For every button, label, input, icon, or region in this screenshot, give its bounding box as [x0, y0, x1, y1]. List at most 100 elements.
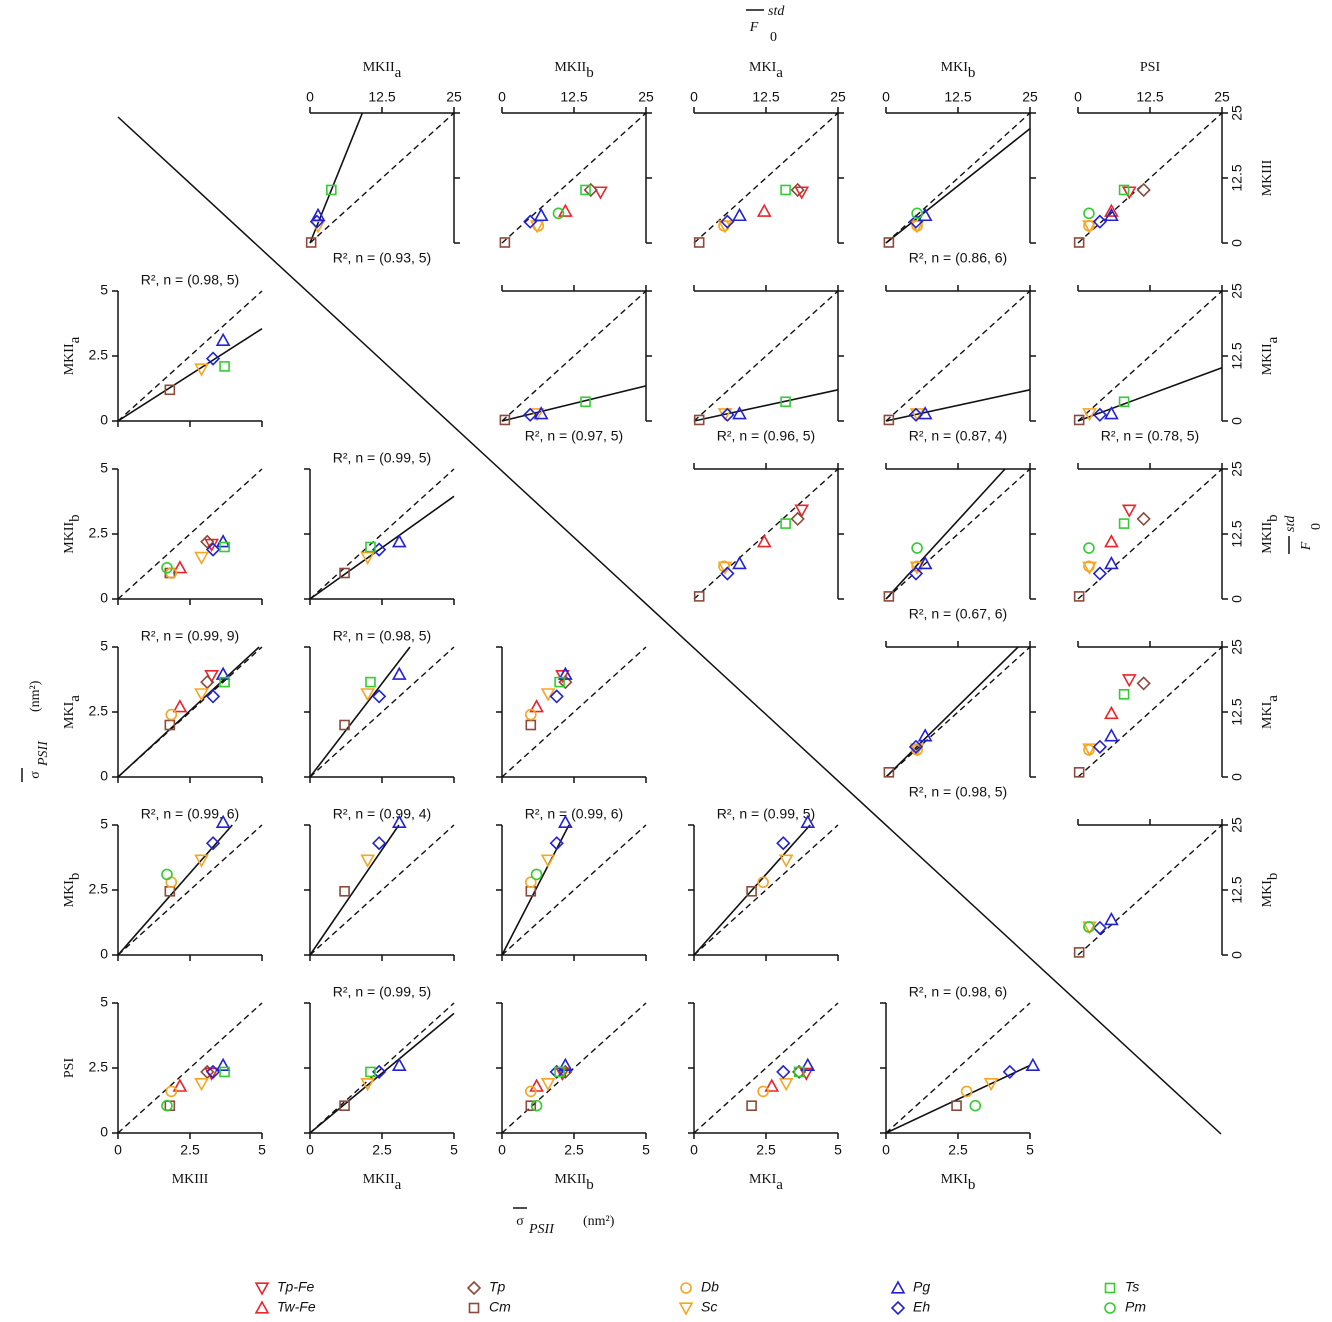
point	[800, 1057, 816, 1071]
panel: 0 2.5 5 R², n = (0.99, 5)	[304, 984, 458, 1158]
row-heading-text: MKIII	[1260, 159, 1275, 196]
row-heading-text: MKIa	[1260, 695, 1281, 729]
panel: 0 2.5 5 R², n = (0.98, 6)	[880, 984, 1041, 1158]
y-tick-label: 0	[1229, 595, 1245, 603]
column-heading-text: MKIIb	[554, 60, 593, 81]
panel: R², n = (0.97, 5)	[499, 285, 652, 444]
fit-annotation: R², n = (0.86, 6)	[909, 250, 1007, 266]
panel: 0 12.5 25	[1073, 461, 1245, 603]
panel: 0 12.5 25	[498, 89, 654, 248]
one-to-one-line	[501, 290, 647, 422]
fit-annotation: R², n = (0.99, 6)	[525, 806, 623, 822]
point	[391, 534, 407, 548]
fit-annotation: R², n = (0.99, 5)	[333, 450, 431, 466]
fit-line	[885, 389, 1031, 422]
column-heading: MKIb	[941, 60, 976, 81]
legend-marker	[680, 1282, 692, 1294]
column-label: MKIb	[941, 1172, 976, 1193]
point	[883, 237, 895, 248]
point	[883, 591, 895, 602]
y-tick-label: 5	[100, 638, 108, 654]
point	[911, 560, 923, 573]
column-label-main: MKII	[554, 1172, 586, 1187]
point	[205, 836, 221, 851]
x-tick-label: 12.5	[752, 89, 779, 105]
y-tick-label: 5	[100, 282, 108, 298]
panel: 0 12.5 25	[1073, 817, 1245, 959]
one-to-one-line	[1077, 646, 1223, 778]
point	[1104, 911, 1119, 926]
row-heading-main: MKI	[1260, 701, 1275, 729]
point	[558, 814, 573, 829]
top-axis-title-symbol: F	[749, 20, 759, 35]
y-tick-label: 0	[1229, 417, 1245, 425]
point	[693, 591, 705, 602]
point	[908, 566, 924, 581]
legend-label: Tp	[489, 1279, 506, 1295]
legend: Tp-Fe Tw-Fe Tp Cm Db Sc Pg Eh Ts Pm	[254, 1279, 1146, 1316]
row-heading-main: MKII	[1260, 521, 1275, 553]
point	[549, 689, 564, 704]
point	[969, 1099, 982, 1112]
top-axis-title-sup: std	[768, 4, 785, 19]
column-label: MKIa	[749, 1172, 783, 1193]
point	[164, 719, 176, 731]
legend-marker	[468, 1302, 480, 1314]
point	[1083, 921, 1095, 933]
legend-marker	[1104, 1282, 1116, 1294]
one-to-one-line	[693, 290, 839, 422]
column-heading-text: MKIIa	[363, 60, 402, 81]
row-heading: MKIII	[1260, 159, 1275, 196]
point	[800, 814, 816, 829]
point	[917, 555, 933, 570]
point	[554, 1066, 565, 1078]
point	[757, 876, 769, 889]
legend-marker	[678, 1302, 694, 1316]
panel: R², n = (0.87, 4)	[883, 285, 1036, 444]
fit-annotation: R², n = (0.98, 6)	[909, 984, 1007, 1000]
column-heading-sub: b	[586, 65, 594, 81]
fit-annotation: R², n = (0.67, 6)	[909, 606, 1007, 622]
point	[529, 1078, 544, 1092]
legend-label: Ts	[1125, 1279, 1139, 1295]
point	[1118, 518, 1130, 529]
fit-annotation: R², n = (0.87, 4)	[909, 428, 1007, 444]
point	[1082, 561, 1097, 575]
y-tick-label: 2.5	[89, 1059, 109, 1075]
legend-label: Pg	[913, 1279, 930, 1295]
point	[540, 688, 556, 702]
row-heading: MKIIa	[1260, 336, 1281, 375]
fit-line	[117, 328, 263, 422]
point	[776, 836, 791, 851]
point	[339, 885, 350, 897]
row-heading: MKIa	[1260, 695, 1281, 729]
point	[533, 207, 549, 222]
point	[558, 674, 573, 690]
column-label-sub: a	[395, 1177, 402, 1193]
point	[756, 203, 772, 217]
fit-line	[501, 385, 647, 422]
fit-annotation: R², n = (0.98, 5)	[141, 272, 239, 288]
point	[908, 407, 924, 422]
point	[756, 534, 772, 548]
one-to-one-line	[117, 290, 263, 422]
row-heading-main: MKII	[1260, 343, 1275, 375]
legend-label: Cm	[489, 1299, 511, 1315]
y-tick-label: 12.5	[1229, 520, 1245, 547]
x-tick-label: 0	[690, 89, 698, 105]
panel: R², n = (0.99, 6)	[496, 806, 647, 961]
point	[1118, 689, 1130, 700]
y-tick-label: 25	[1229, 817, 1245, 833]
one-to-one-line	[501, 112, 647, 244]
point	[558, 1057, 573, 1071]
point	[1118, 184, 1130, 196]
point	[908, 739, 924, 754]
point	[309, 214, 325, 229]
point	[983, 1078, 999, 1092]
point	[732, 406, 747, 420]
point	[215, 666, 231, 680]
x-tick-label: 2.5	[180, 1142, 200, 1158]
row-heading-sub: b	[1265, 514, 1281, 522]
point	[1025, 1057, 1041, 1071]
